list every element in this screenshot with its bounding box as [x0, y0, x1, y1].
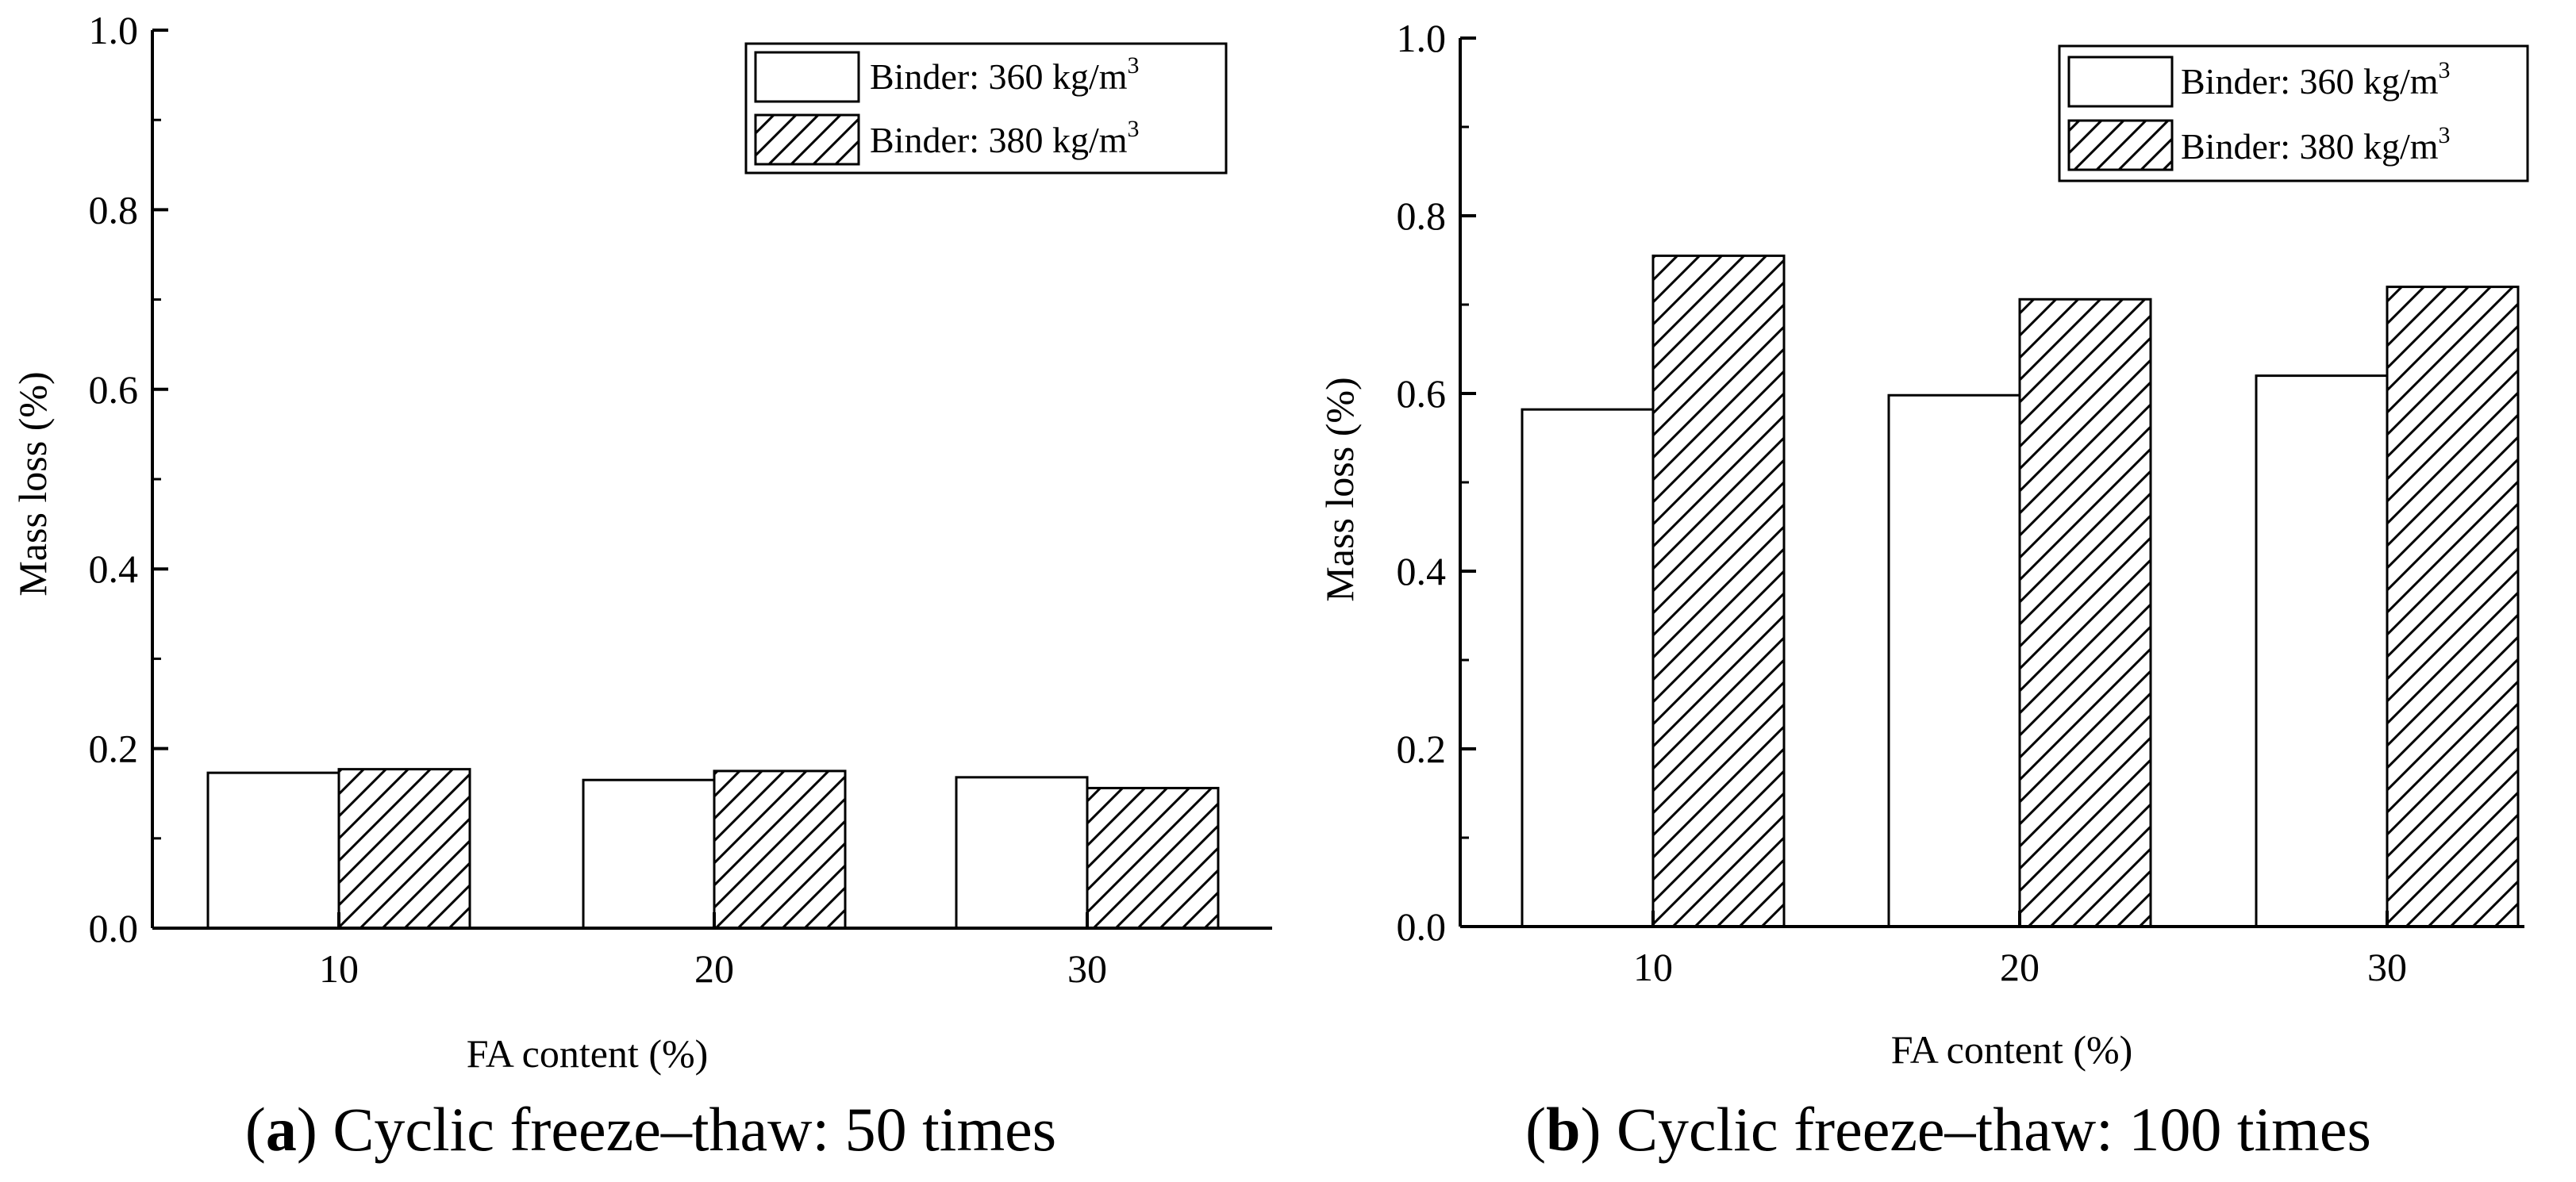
y-tick-label: 0.2 — [1397, 727, 1447, 771]
legend-swatch-380 — [754, 113, 860, 166]
y-tick-label: 0.0 — [1397, 904, 1447, 949]
y-tick-label: 0.8 — [1397, 194, 1447, 238]
axes: 0.0 0.2 0.4 0.6 0.8 1.0 10 20 30 — [89, 8, 1272, 991]
y-tick-label: 0.2 — [89, 727, 139, 771]
bar-20-series-1 — [582, 778, 716, 930]
bar-10-series-2 — [1651, 254, 1786, 928]
y-axis-title: Mass loss (%) — [1317, 377, 1362, 601]
y-tick-label: 1.0 — [1397, 16, 1447, 60]
axes: 0.0 0.2 0.4 0.6 0.8 1.0 10 20 30 — [1397, 16, 2524, 989]
y-tick-label: 0.8 — [89, 187, 139, 232]
x-tick-label: 20 — [2000, 945, 2040, 989]
bars — [1521, 254, 2520, 928]
bar-30-series-2 — [2386, 286, 2520, 928]
x-tick-label: 10 — [1633, 945, 1673, 989]
bar-20-series-1 — [1887, 393, 2021, 928]
y-axis-title: Mass loss (%) — [10, 371, 55, 596]
x-tick-label: 30 — [2367, 945, 2407, 989]
legend-label-380: Binder: 380 kg/m3 — [2181, 122, 2451, 167]
legend-label-360: Binder: 360 kg/m3 — [870, 52, 1140, 97]
bar-30-series-1 — [955, 776, 1089, 930]
x-axis-title: FA content (%) — [467, 1031, 709, 1076]
y-tick-label: 0.0 — [89, 906, 139, 950]
panel-a: 0.00.20.40.60.81.010 20 30 FA content (%) … — [10, 8, 1272, 1164]
legend-label-380: Binder: 380 kg/m3 — [870, 116, 1140, 160]
y-tick-label: 0.6 — [1397, 371, 1447, 416]
y-tick-label: 0.4 — [89, 547, 139, 591]
bar-20-series-2 — [713, 769, 847, 930]
y-tick-label: 0.6 — [89, 367, 139, 412]
legend-swatch-360 — [754, 51, 860, 103]
x-tick-label: 10 — [319, 946, 359, 991]
x-tick-label: 20 — [694, 946, 734, 991]
bar-10-series-2 — [337, 768, 471, 930]
legend-swatch-360 — [2067, 56, 2174, 108]
legend: Binder: 360 kg/m3 Binder: 380 kg/m3 — [744, 42, 1228, 175]
bar-30-series-2 — [1086, 786, 1220, 930]
x-tick-label: 30 — [1067, 946, 1107, 991]
x-axis-title: FA content (%) — [1891, 1027, 2133, 1072]
panel-b: 0.00.20.40.60.81.010 20 30 FA content (%) … — [1317, 16, 2529, 1164]
bar-30-series-1 — [2255, 374, 2389, 928]
legend-swatch-380 — [2067, 119, 2174, 171]
y-tick-label: 1.0 — [89, 8, 139, 52]
legend-label-360: Binder: 360 kg/m3 — [2181, 57, 2451, 102]
legend: Binder: 360 kg/m3 Binder: 380 kg/m3 — [2058, 44, 2529, 182]
panel-caption: (b) Cyclic freeze–thaw: 100 times — [1525, 1095, 2371, 1164]
bar-10-series-1 — [206, 771, 340, 930]
bar-10-series-1 — [1521, 408, 1655, 928]
y-tick-label: 0.4 — [1397, 549, 1447, 593]
bar-20-series-2 — [2018, 297, 2152, 928]
bars — [206, 768, 1220, 930]
panel-caption: (a) Cyclic freeze–thaw: 50 times — [245, 1095, 1056, 1164]
